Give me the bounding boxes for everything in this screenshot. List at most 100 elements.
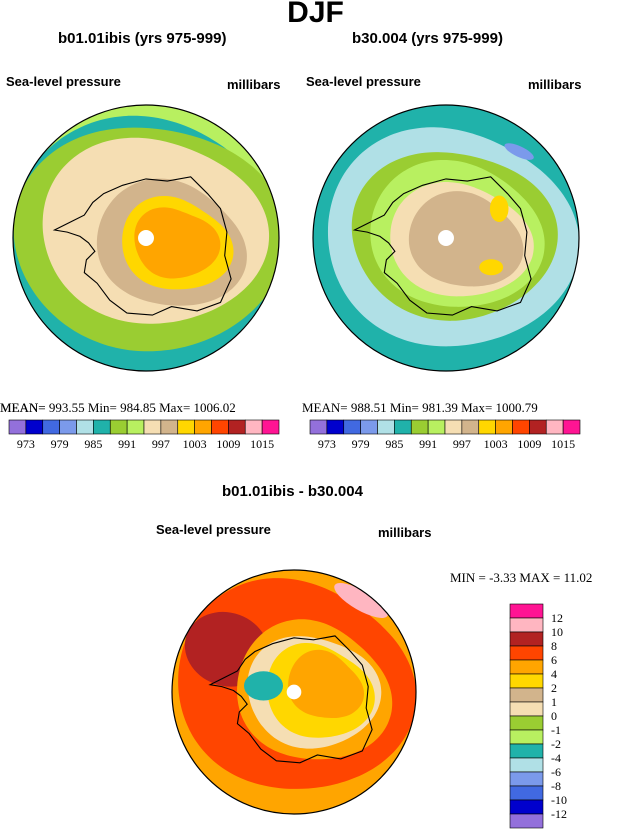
pole-mask (138, 230, 154, 246)
colorbar-swatch (410, 419, 429, 435)
colorbar-swatch (8, 419, 27, 435)
colorbar-swatch (509, 743, 544, 759)
colorbar-tick-label: 991 (419, 437, 437, 451)
colorbar-swatch (143, 419, 162, 435)
colorbar-tick-label: 1015 (250, 437, 274, 451)
pole-mask (438, 230, 454, 246)
colorbar-swatch (76, 419, 94, 435)
colorbar-swatch (228, 419, 246, 435)
colorbar-swatch (394, 419, 412, 435)
colorbar-tick-label: 1009 (216, 437, 240, 451)
colorbar-swatch (509, 673, 544, 689)
slp-region-high (489, 195, 509, 223)
panel3-variable-label: Sea-level pressure (156, 522, 271, 537)
map-border-p2 (312, 104, 580, 372)
panel1-units-label: millibars (227, 77, 281, 92)
colorbar-tick-label: -12 (551, 807, 567, 821)
colorbar-tick-label: 1003 (183, 437, 207, 451)
colorbar-swatch (461, 419, 480, 435)
pole-mask (286, 684, 302, 700)
colorbar-swatch (529, 419, 547, 435)
colorbar-tick-label: 991 (118, 437, 136, 451)
colorbar-swatch (444, 419, 463, 435)
map-border-p1 (12, 104, 280, 372)
colorbar-swatch (309, 419, 328, 435)
panel2-title: b30.004 (yrs 975-999) (352, 30, 503, 47)
colorbar-tick-label: 979 (352, 437, 370, 451)
colorbar-tick-label: 973 (318, 437, 336, 451)
diff-region-core (288, 649, 365, 718)
colorbar-swatch (512, 419, 530, 435)
colorbar-swatch (478, 419, 496, 435)
panel1-title: b01.01ibis (yrs 975-999) (58, 30, 227, 47)
map-p2 (313, 105, 579, 371)
colorbar-swatch (509, 645, 544, 661)
colorbar-tick-label: 12 (551, 611, 563, 625)
coastline (52, 176, 232, 316)
panel3-units-label: millibars (378, 525, 432, 540)
colorbar-swatch (509, 813, 544, 829)
colorbar-swatch (509, 785, 544, 801)
colorbar-swatch (495, 419, 513, 435)
colorbar-swatch (509, 799, 544, 815)
colorbar-swatch (59, 419, 77, 435)
stats-text: MEAN= 988.51 Min= 981.39 Max= 1000.79 (302, 400, 538, 415)
colorbar-swatch (42, 419, 60, 435)
panel2-units-label: millibars (528, 77, 582, 92)
colorbar-tick-label: 2 (551, 681, 557, 695)
map-p1 (13, 105, 279, 371)
colorbar-panel1: 973 979 985 991 997 1003 1009 1015 (8, 419, 280, 451)
panel3-title: b01.01ibis - b30.004 (222, 483, 363, 500)
colorbar-swatch (261, 419, 280, 435)
colorbar-tick-label: 6 (551, 653, 557, 667)
slp-region-interior (134, 207, 221, 279)
colorbar-tick-label: 985 (84, 437, 102, 451)
colorbar-tick-label: -10 (551, 793, 567, 807)
colorbar-swatch (509, 757, 544, 773)
coastline (208, 635, 373, 764)
panel2-variable-label: Sea-level pressure (306, 74, 421, 89)
colorbar-tick-label: -2 (551, 737, 561, 751)
colorbar-tick-label: -6 (551, 765, 561, 779)
colorbar-tick-label: 985 (385, 437, 403, 451)
stats-text: MIN = -3.33 MAX = 11.02 (450, 570, 592, 585)
slp-region-high (479, 259, 504, 276)
coastline (352, 176, 532, 316)
colorbar-panel2: 973 979 985 991 997 1003 1009 1015 (309, 419, 581, 451)
colorbar-swatch (160, 419, 179, 435)
colorbar-swatch (509, 617, 544, 633)
colorbar-tick-label: 1015 (551, 437, 575, 451)
map-border-p3 (171, 569, 417, 815)
colorbar-swatch (509, 631, 544, 647)
colorbar-swatch (377, 419, 395, 435)
colorbar-swatch (177, 419, 195, 435)
panel1-stats: MEAN= (0, 400, 46, 416)
panel1-variable-label: Sea-level pressure (6, 74, 121, 89)
colorbar-swatch (244, 419, 263, 435)
colorbar-swatch (509, 715, 544, 731)
panel1-mean-label: MEAN= (0, 400, 46, 415)
stats-text: MEAN= 993.55 Min= 984.85 Max= 1006.02 (0, 400, 236, 415)
colorbar-tick-label: 1009 (517, 437, 541, 451)
colorbar-tick-label: 4 (551, 667, 557, 681)
colorbar-tick-label: -4 (551, 751, 561, 765)
colorbar-tick-label: 1003 (484, 437, 508, 451)
colorbar-swatch (509, 701, 544, 717)
colorbar-swatch (326, 419, 345, 435)
colorbar-tick-label: 979 (51, 437, 69, 451)
slp-region-low (504, 143, 534, 160)
colorbar-swatch (509, 771, 544, 787)
colorbar-swatch (93, 419, 111, 435)
colorbar-tick-label: 973 (17, 437, 35, 451)
colorbar-tick-label: 997 (152, 437, 170, 451)
colorbar-swatch (343, 419, 361, 435)
colorbar-tick-label: 0 (551, 709, 557, 723)
colorbar-tick-label: -8 (551, 779, 561, 793)
colorbar-swatch (509, 659, 544, 675)
colorbar-swatch (194, 419, 212, 435)
diff-region-peak (334, 583, 388, 618)
stats-panel2: MEAN= 988.51 Min= 981.39 Max= 1000.79 (302, 400, 538, 415)
colorbar-swatch (211, 419, 229, 435)
